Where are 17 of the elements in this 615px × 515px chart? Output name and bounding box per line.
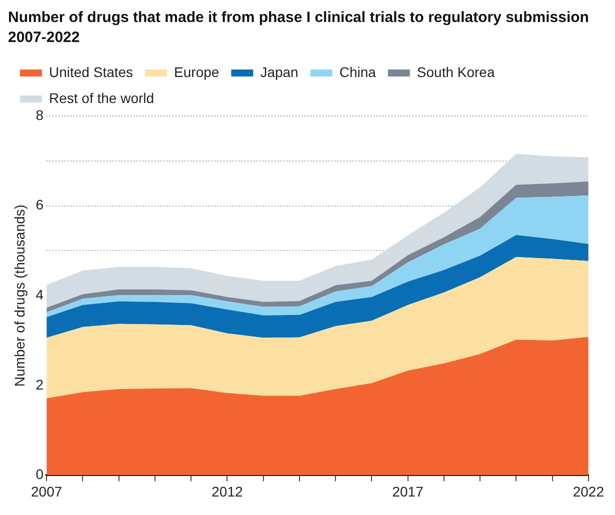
legend-label: Rest of the world: [49, 90, 154, 106]
chart-title: Number of drugs that made it from phase I clinical trials to regulatory submission 2007-2022: [8, 8, 590, 48]
legend-label: China: [339, 64, 376, 80]
legend-label: United States: [49, 64, 134, 80]
y-tick-label: 2: [36, 376, 44, 392]
legend-label: Europe: [174, 64, 220, 80]
y-tick-label: 8: [36, 106, 44, 123]
x-tick-label: 2017: [392, 483, 424, 500]
legend-label: South Korea: [416, 64, 495, 80]
y-tick-label: 6: [36, 196, 44, 213]
y-tick-label: 4: [36, 286, 44, 302]
y-tick-label: 0: [36, 466, 44, 482]
y-axis-title: Number of drugs (thousands): [11, 204, 28, 387]
legend-label: Japan: [260, 64, 298, 80]
x-tick-label: 2012: [212, 483, 243, 500]
x-tick-label: 2007: [31, 483, 62, 500]
x-tick-label: 2022: [572, 483, 604, 500]
